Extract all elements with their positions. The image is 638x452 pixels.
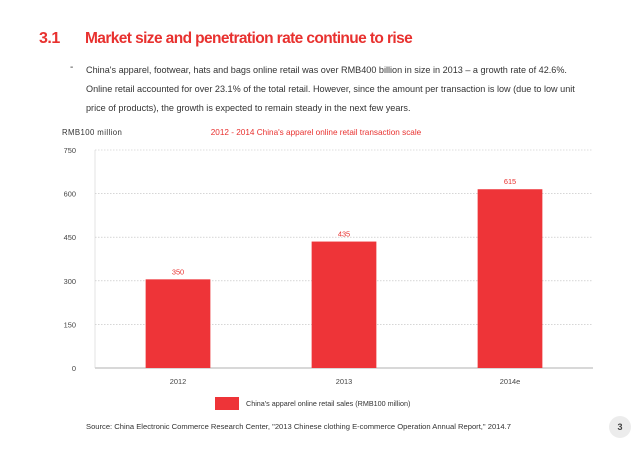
page-number-badge: 3	[609, 416, 631, 438]
bar-2012	[145, 279, 211, 368]
bars	[145, 189, 543, 368]
source-note: Source: China Electronic Commerce Resear…	[86, 422, 511, 431]
y-tick-label: 750	[64, 146, 76, 155]
x-tick-label: 2012	[170, 377, 186, 386]
section-number: 3.1	[39, 30, 60, 47]
x-tick-label: 2013	[336, 377, 352, 386]
y-tick-label: 450	[64, 233, 76, 242]
y-tick-label: 600	[64, 190, 76, 199]
data-label: 615	[504, 177, 516, 186]
y-tick-labels: 0 150 300 450 600 750	[64, 146, 76, 373]
bullet-paragraph: China's apparel, footwear, hats and bags…	[86, 65, 575, 113]
section-title: Market size and penetration rate continu…	[85, 30, 413, 47]
y-axis-label: RMB100 million	[62, 128, 122, 137]
bar-2013	[311, 241, 377, 368]
y-tick-label: 0	[72, 364, 76, 373]
chart-title: 2012 - 2014 China's apparel online retai…	[211, 128, 422, 137]
data-label: 350	[172, 267, 184, 276]
legend-label: China's apparel online retail sales (RMB…	[246, 399, 410, 408]
bullet-text: China's apparel, footwear, hats and bags…	[86, 61, 591, 118]
bar-2014e	[477, 189, 543, 368]
bullet-marker: -	[70, 62, 74, 73]
x-tick-labels: 2012 2013 2014e	[170, 377, 521, 386]
x-tick-label: 2014e	[500, 377, 521, 386]
y-tick-label: 300	[64, 277, 76, 286]
data-label: 435	[338, 230, 350, 239]
y-tick-label: 150	[64, 320, 76, 329]
legend-swatch	[215, 397, 239, 410]
data-labels: 350 435 615	[172, 177, 516, 276]
